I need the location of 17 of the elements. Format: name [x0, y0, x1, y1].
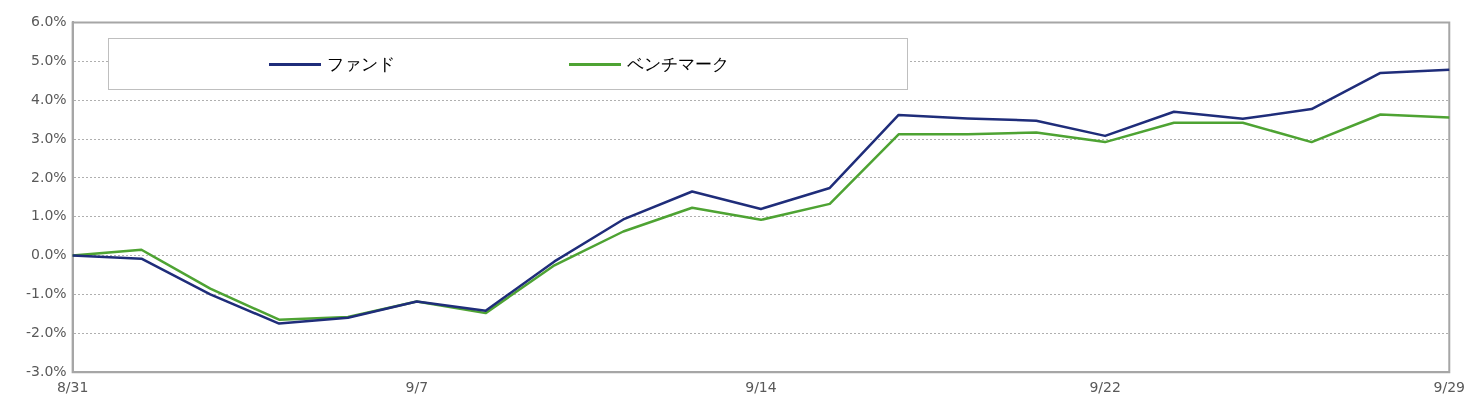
y-tick-label: 3.0%: [31, 129, 67, 146]
y-tick-label: -2.0%: [25, 323, 67, 340]
legend-label: ベンチマーク: [627, 52, 729, 76]
y-tick-label: -3.0%: [25, 362, 67, 379]
y-tick-label: 5.0%: [31, 51, 67, 68]
y-tick-label: 1.0%: [31, 207, 67, 224]
y-tick-label: 4.0%: [31, 90, 67, 107]
y-tick-label: 2.0%: [31, 168, 67, 185]
x-tick-label: 8/31: [56, 379, 89, 396]
y-tick-label: -1.0%: [25, 285, 67, 302]
x-tick-label: 9/29: [1433, 379, 1466, 396]
legend-label: ファンド: [327, 52, 395, 76]
y-tick-label: 0.0%: [31, 246, 67, 263]
x-tick-label: 9/7: [405, 379, 429, 396]
x-tick-label: 9/22: [1089, 379, 1121, 396]
x-tick-label: 9/14: [745, 379, 777, 396]
y-tick-label: 6.0%: [31, 13, 67, 30]
